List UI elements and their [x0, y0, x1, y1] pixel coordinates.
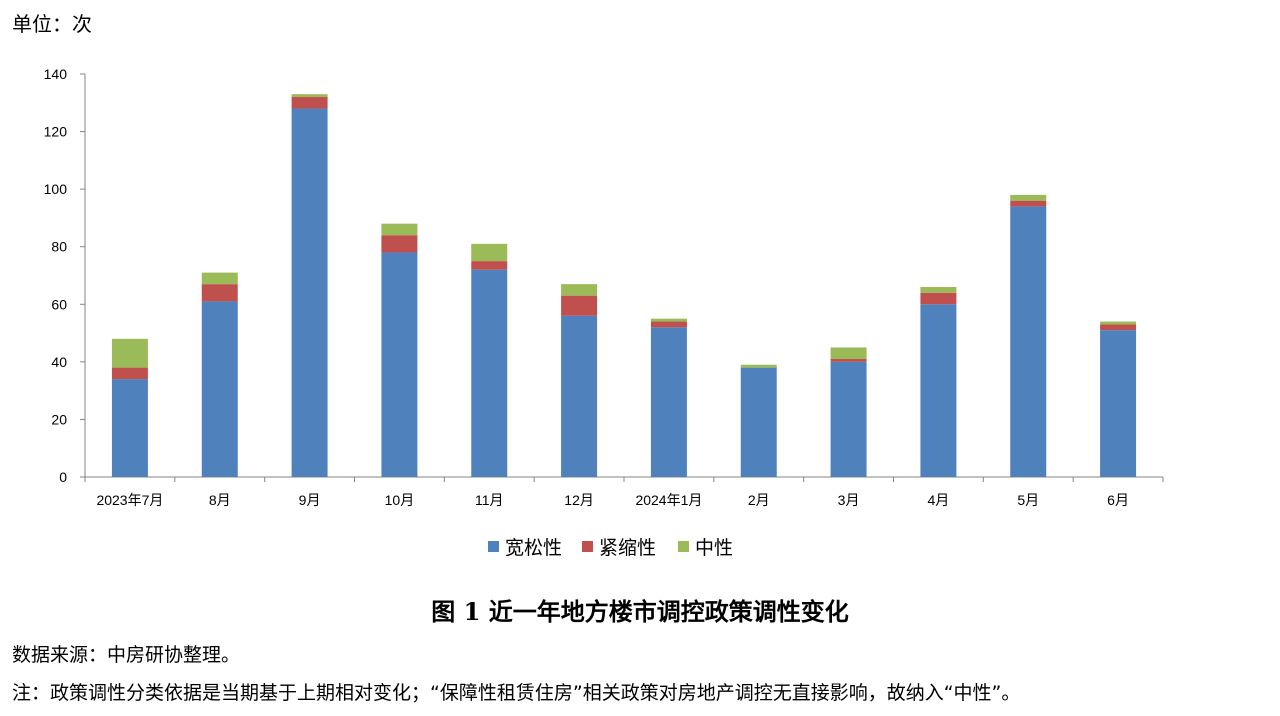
bar-segment — [1010, 194, 1047, 201]
x-tick-label: 9月 — [299, 492, 321, 508]
bar-segment — [830, 347, 867, 359]
bar-segment — [291, 97, 328, 109]
bar-segment — [561, 284, 598, 296]
bar-segment — [1100, 330, 1137, 477]
legend-swatch — [678, 541, 689, 552]
bar-segment — [471, 269, 508, 477]
x-tick-label: 2023年7月 — [96, 492, 163, 508]
bar-segment — [471, 243, 508, 262]
x-axis: 2023年7月 8月 9月 10月 11月 12月 2024年1月 2月 3月 4月 5月 6月 — [84, 476, 1164, 508]
bar-segment — [650, 318, 687, 322]
y-tick-label: 0 — [59, 469, 67, 485]
x-tick-label: 10月 — [385, 492, 415, 508]
bar-segment — [111, 379, 148, 477]
legend-label: 宽松性 — [505, 537, 562, 559]
bar-segment — [291, 108, 328, 478]
y-tick-label: 140 — [44, 66, 68, 82]
bar-group — [111, 94, 1137, 478]
y-tick-label: 40 — [51, 354, 67, 370]
bar-segment — [471, 261, 508, 270]
bar-segment — [1100, 324, 1137, 331]
x-tick-label: 8月 — [209, 492, 231, 508]
figure-caption: 图 1 近一年地方楼市调控政策调性变化 — [431, 597, 849, 626]
x-tick-label: 6月 — [1107, 492, 1129, 508]
bar-segment — [1010, 206, 1047, 477]
bar-segment — [830, 361, 867, 477]
bar-segment — [650, 327, 687, 477]
bar-segment — [740, 367, 777, 477]
bar-segment — [561, 295, 598, 316]
bar-segment — [291, 94, 328, 98]
bar-segment — [920, 292, 957, 305]
data-source: 数据来源：中房研协整理。 — [12, 644, 241, 666]
legend: 宽松性 紧缩性 中性 — [488, 537, 733, 559]
bar-segment — [561, 315, 598, 477]
x-tick-label: 12月 — [564, 492, 594, 508]
bar-segment — [201, 272, 238, 285]
y-tick-label: 100 — [44, 181, 68, 197]
bar-segment — [830, 358, 867, 362]
bar-segment — [650, 321, 687, 328]
bar-segment — [381, 252, 418, 477]
y-tick-label: 60 — [51, 296, 67, 312]
bar-segment — [920, 287, 957, 293]
bar-segment — [740, 364, 777, 368]
unit-label: 单位：次 — [12, 12, 92, 36]
bar-segment — [111, 338, 148, 368]
bar-segment — [201, 284, 238, 302]
x-tick-label: 11月 — [475, 492, 504, 508]
x-tick-label: 5月 — [1017, 492, 1039, 508]
x-tick-label: 2月 — [748, 492, 770, 508]
footnote: 注：政策调性分类依据是当期基于上期相对变化；“保障性租赁住房”相关政策对房地产调… — [12, 682, 1021, 704]
y-tick-label: 120 — [44, 124, 68, 140]
legend-label: 中性 — [695, 537, 733, 559]
x-tick-label: 4月 — [928, 492, 950, 508]
bar-segment — [1010, 200, 1047, 207]
legend-swatch — [488, 541, 499, 552]
y-tick-label: 80 — [51, 239, 67, 255]
bar-segment — [1100, 321, 1137, 325]
y-axis: 0 20 40 60 80 100 120 140 — [44, 66, 86, 485]
bar-segment — [381, 235, 418, 253]
x-tick-label: 2024年1月 — [635, 492, 702, 508]
y-tick-label: 20 — [51, 411, 67, 427]
x-tick-label: 3月 — [838, 492, 860, 508]
bar-segment — [381, 223, 418, 236]
bar-segment — [111, 367, 148, 380]
bar-segment — [201, 301, 238, 477]
bar-segment — [920, 304, 957, 477]
legend-label: 紧缩性 — [599, 537, 656, 559]
legend-swatch — [582, 541, 593, 552]
